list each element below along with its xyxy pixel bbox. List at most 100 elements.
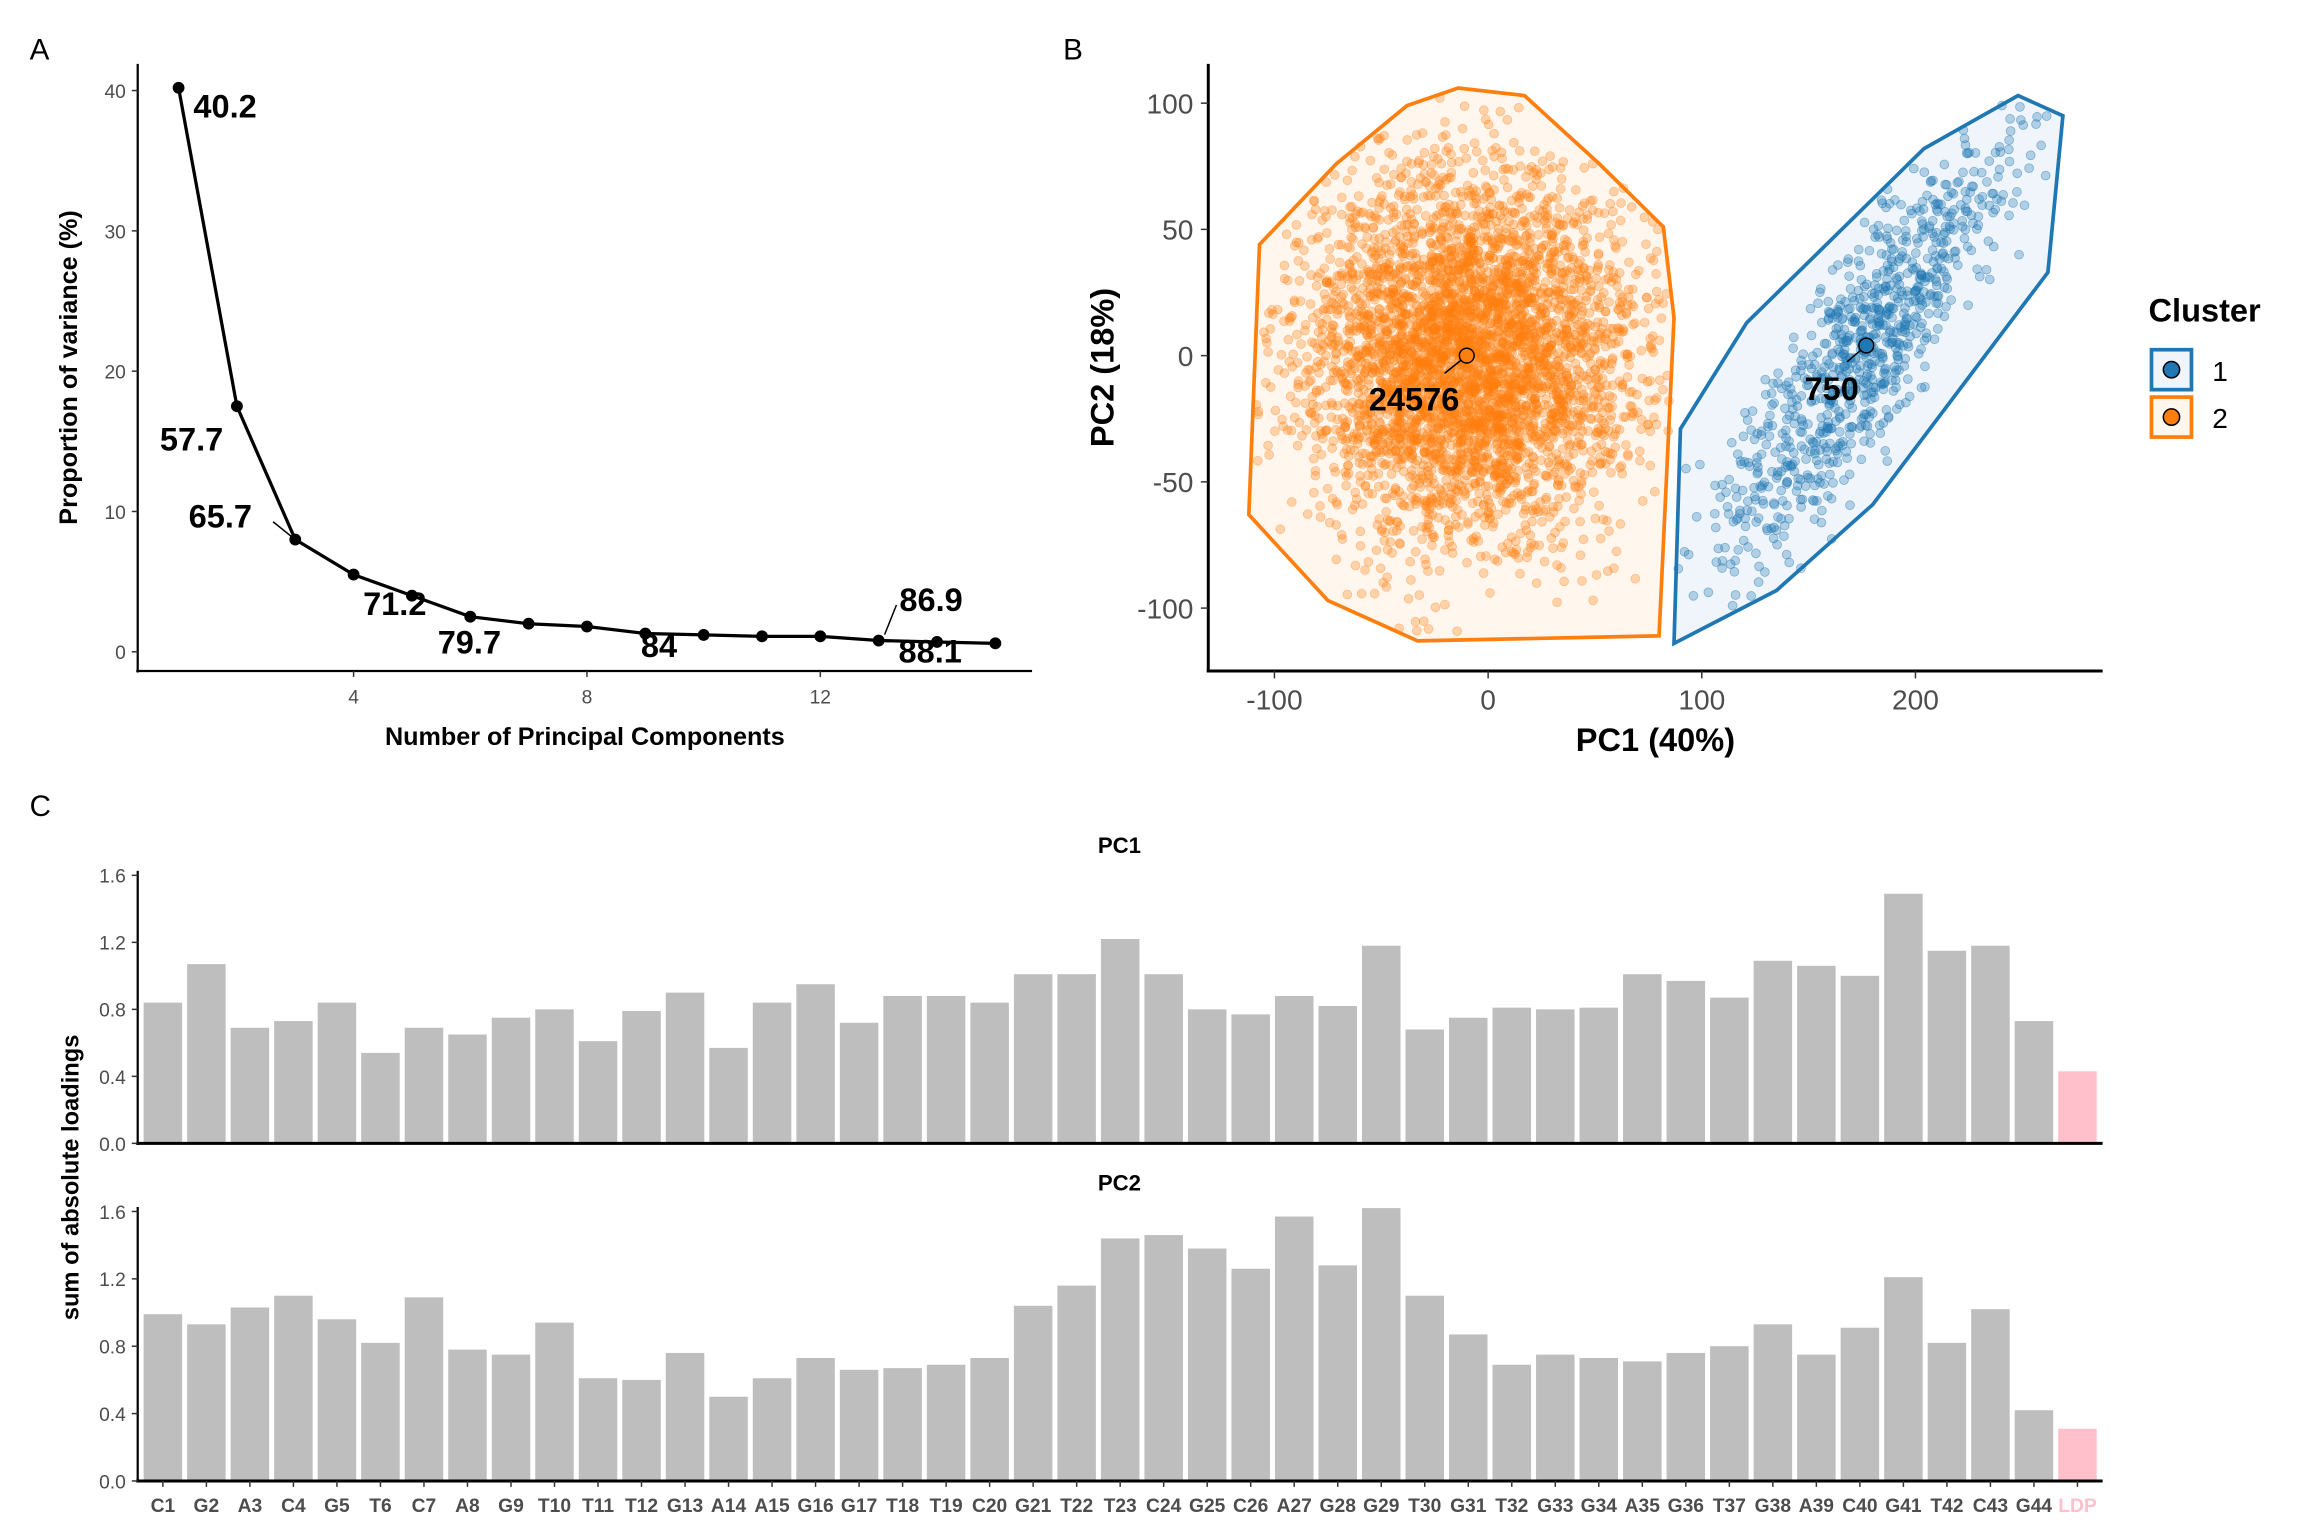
variance-point (464, 610, 477, 623)
cluster-2-point (1476, 417, 1486, 428)
cluster-2-point (1400, 248, 1411, 259)
cluster-2-point (1391, 525, 1402, 536)
cluster-2-point (1340, 378, 1351, 389)
cluster-2-point (1308, 195, 1319, 206)
cluster-2-point (1645, 334, 1655, 344)
cluster-1-point (1931, 276, 1942, 287)
cluster-2-point (1486, 281, 1496, 292)
cluster-2-point (1648, 255, 1659, 266)
cluster-2-point (1415, 304, 1425, 315)
cluster-2-point (1482, 393, 1493, 403)
cluster-2-point (1480, 219, 1490, 229)
cluster-1-point (2008, 198, 2018, 208)
cluster-2-point (1574, 495, 1584, 506)
cluster-2-point (1478, 568, 1489, 578)
cluster-2-point (1534, 310, 1545, 320)
cluster-2-point (1324, 517, 1335, 528)
cluster-1-point (1833, 441, 1844, 452)
cluster-2-point (1643, 303, 1654, 314)
cluster-2-point (1322, 483, 1333, 494)
cluster-2-point (1468, 388, 1479, 398)
cluster-2-point (1351, 321, 1362, 332)
variance-point (347, 568, 360, 581)
cluster-2-point (1354, 421, 1365, 431)
cluster-2-point (1446, 384, 1457, 395)
cluster-2-point (1566, 347, 1577, 358)
cluster-2-point (1487, 381, 1498, 392)
cluster-2-point (1278, 421, 1288, 432)
cluster-2-point (1396, 427, 1407, 437)
cluster-1-point (1822, 423, 1833, 434)
cluster-2-point (1447, 217, 1458, 227)
cluster-2-point (1529, 369, 1539, 380)
cluster-2-point (1560, 516, 1570, 527)
cluster-1-point (1952, 260, 1963, 270)
cluster-2-point (1351, 317, 1362, 328)
cluster-2-point (1404, 445, 1414, 456)
cluster-2-point (1553, 456, 1564, 466)
cluster-2-point (1434, 377, 1445, 388)
cluster-2-point (1355, 141, 1366, 152)
cluster-1-point (1932, 264, 1943, 274)
cluster-2-point (1547, 162, 1558, 172)
cluster-2-point (1416, 370, 1427, 381)
cluster-2-point (1511, 425, 1522, 436)
cluster-2-point (1401, 343, 1411, 353)
cluster-2-point (1533, 250, 1544, 261)
cluster-1-point (1931, 204, 1942, 215)
cluster-2-point (1517, 256, 1528, 266)
cluster-1-point (1915, 303, 1925, 313)
cluster-1-point (1939, 311, 1950, 322)
cluster-2-point (1381, 325, 1392, 336)
cluster-2-point (1360, 565, 1370, 575)
cluster-2-point (1484, 411, 1495, 422)
cluster-2-point (1421, 176, 1431, 187)
variance-point (230, 400, 243, 413)
cluster-2-point (1599, 208, 1610, 218)
cluster-2-point (1434, 335, 1445, 346)
cluster-2-point (1488, 352, 1499, 363)
cluster-2-point (1484, 513, 1495, 524)
cluster-1-point (1855, 326, 1866, 337)
cluster-2-point (1343, 341, 1354, 351)
cluster-2-point (1474, 258, 1485, 268)
cluster-2-point (1380, 262, 1390, 273)
cluster-2-point (1379, 313, 1389, 324)
cluster-2-point (1344, 306, 1354, 317)
cluster-2-point (1490, 470, 1501, 480)
cluster-2-point (1396, 417, 1407, 428)
cluster-1-point (1939, 159, 1950, 170)
cluster-1-point (1782, 477, 1793, 488)
cluster-2-point (1561, 368, 1572, 378)
cluster-2-point (1476, 344, 1487, 355)
cluster-2-point (1608, 272, 1619, 283)
cluster-2-point (1510, 298, 1520, 308)
cluster-2-point (1473, 404, 1483, 415)
cluster-1-point (1860, 302, 1871, 312)
cluster-2-point (1428, 151, 1439, 162)
cluster-2-point (1395, 262, 1406, 273)
cluster-2-point (1458, 392, 1468, 402)
cluster-2-point (1394, 623, 1404, 634)
cluster-2-point (1563, 419, 1574, 430)
cluster-2-point (1529, 540, 1540, 550)
cluster-2-point (1453, 265, 1464, 276)
cluster-2-point (1506, 195, 1517, 206)
cluster-2-point (1379, 535, 1390, 546)
cluster-1-point (1915, 206, 1925, 216)
cluster-2-point (1395, 242, 1406, 252)
cluster-2-point (1378, 577, 1389, 588)
cluster-2-point (1494, 200, 1505, 211)
cluster-2-point (1402, 135, 1413, 145)
cluster-2-point (1415, 320, 1426, 330)
cluster-2-point (1411, 625, 1422, 636)
cluster-2-point (1557, 339, 1567, 350)
cluster-2-point (1359, 315, 1369, 326)
cluster-2-point (1513, 321, 1523, 331)
cluster-2-point (1381, 506, 1392, 517)
cluster-2-point (1449, 477, 1460, 488)
cluster-2-point (1447, 208, 1458, 219)
cluster-1-point (1691, 511, 1702, 522)
cluster-2-point (1451, 484, 1462, 495)
cluster-2-point (1647, 217, 1658, 227)
